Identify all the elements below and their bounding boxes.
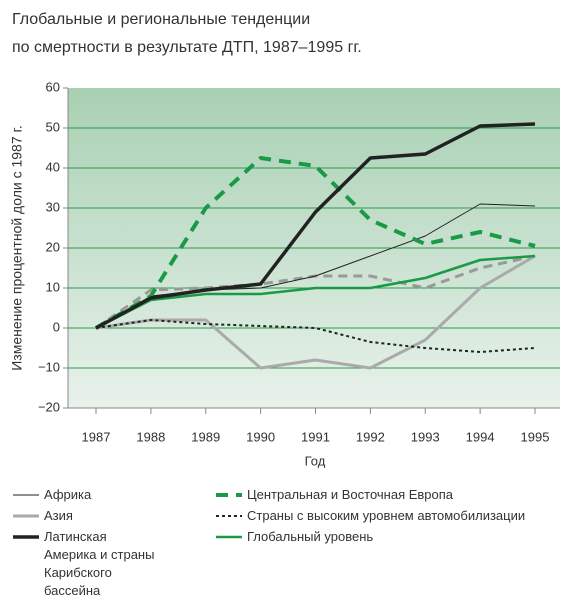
legend-swatch: [216, 535, 242, 539]
legend-label: Латинская Америка и страны Карибского ба…: [44, 529, 155, 598]
series-line: [95, 122, 536, 330]
y-tick-label: 60: [46, 79, 60, 94]
chart-title: Глобальные и региональные тенденции: [12, 11, 310, 28]
y-tick-label: 0: [53, 319, 60, 334]
series-line: [95, 254, 536, 330]
x-axis-label: Год: [305, 453, 326, 468]
x-tick-label: 1995: [521, 429, 550, 444]
x-tick-label: 1994: [466, 429, 495, 444]
y-tick-label: 50: [46, 119, 60, 134]
y-tick-label: 30: [46, 199, 60, 214]
x-tick-label: 1989: [191, 429, 220, 444]
x-tick-label: 1992: [356, 429, 385, 444]
legend-label: Страны с высоким уровнем автомобилизации: [247, 508, 526, 523]
y-tick-label: −20: [38, 399, 60, 414]
page: Глобальные и региональные тенденции по с…: [8, 11, 560, 598]
legend-swatch: [216, 493, 242, 497]
x-tick-label: 1988: [136, 429, 165, 444]
legend-label: Африка: [44, 487, 92, 502]
legend-label: Глобальный уровень: [247, 529, 374, 544]
legend-swatch: [13, 514, 39, 518]
series-line: [95, 319, 536, 353]
legend-swatch: [13, 494, 39, 496]
legend-label: Центральная и Восточная Европа: [247, 487, 454, 502]
y-tick-label: 40: [46, 159, 60, 174]
y-axis-label: Изменение процентной доли с 1987 г.: [9, 125, 25, 371]
x-tick-label: 1991: [301, 429, 330, 444]
y-tick-label: −10: [38, 359, 60, 374]
chart-title: по смертности в результате ДТП, 1987–199…: [12, 39, 362, 56]
legend-label: Азия: [44, 508, 73, 523]
chart: Глобальные и региональные тенденции по с…: [9, 11, 560, 468]
legend-swatch: [13, 535, 39, 539]
x-tick-label: 1990: [246, 429, 275, 444]
legend-swatch: [216, 515, 242, 517]
x-tick-label: 1993: [411, 429, 440, 444]
series-line: [94, 156, 536, 330]
y-tick-label: 20: [46, 239, 60, 254]
series-line: [95, 254, 536, 370]
y-tick-label: 10: [46, 279, 60, 294]
x-tick-label: 1987: [82, 429, 111, 444]
